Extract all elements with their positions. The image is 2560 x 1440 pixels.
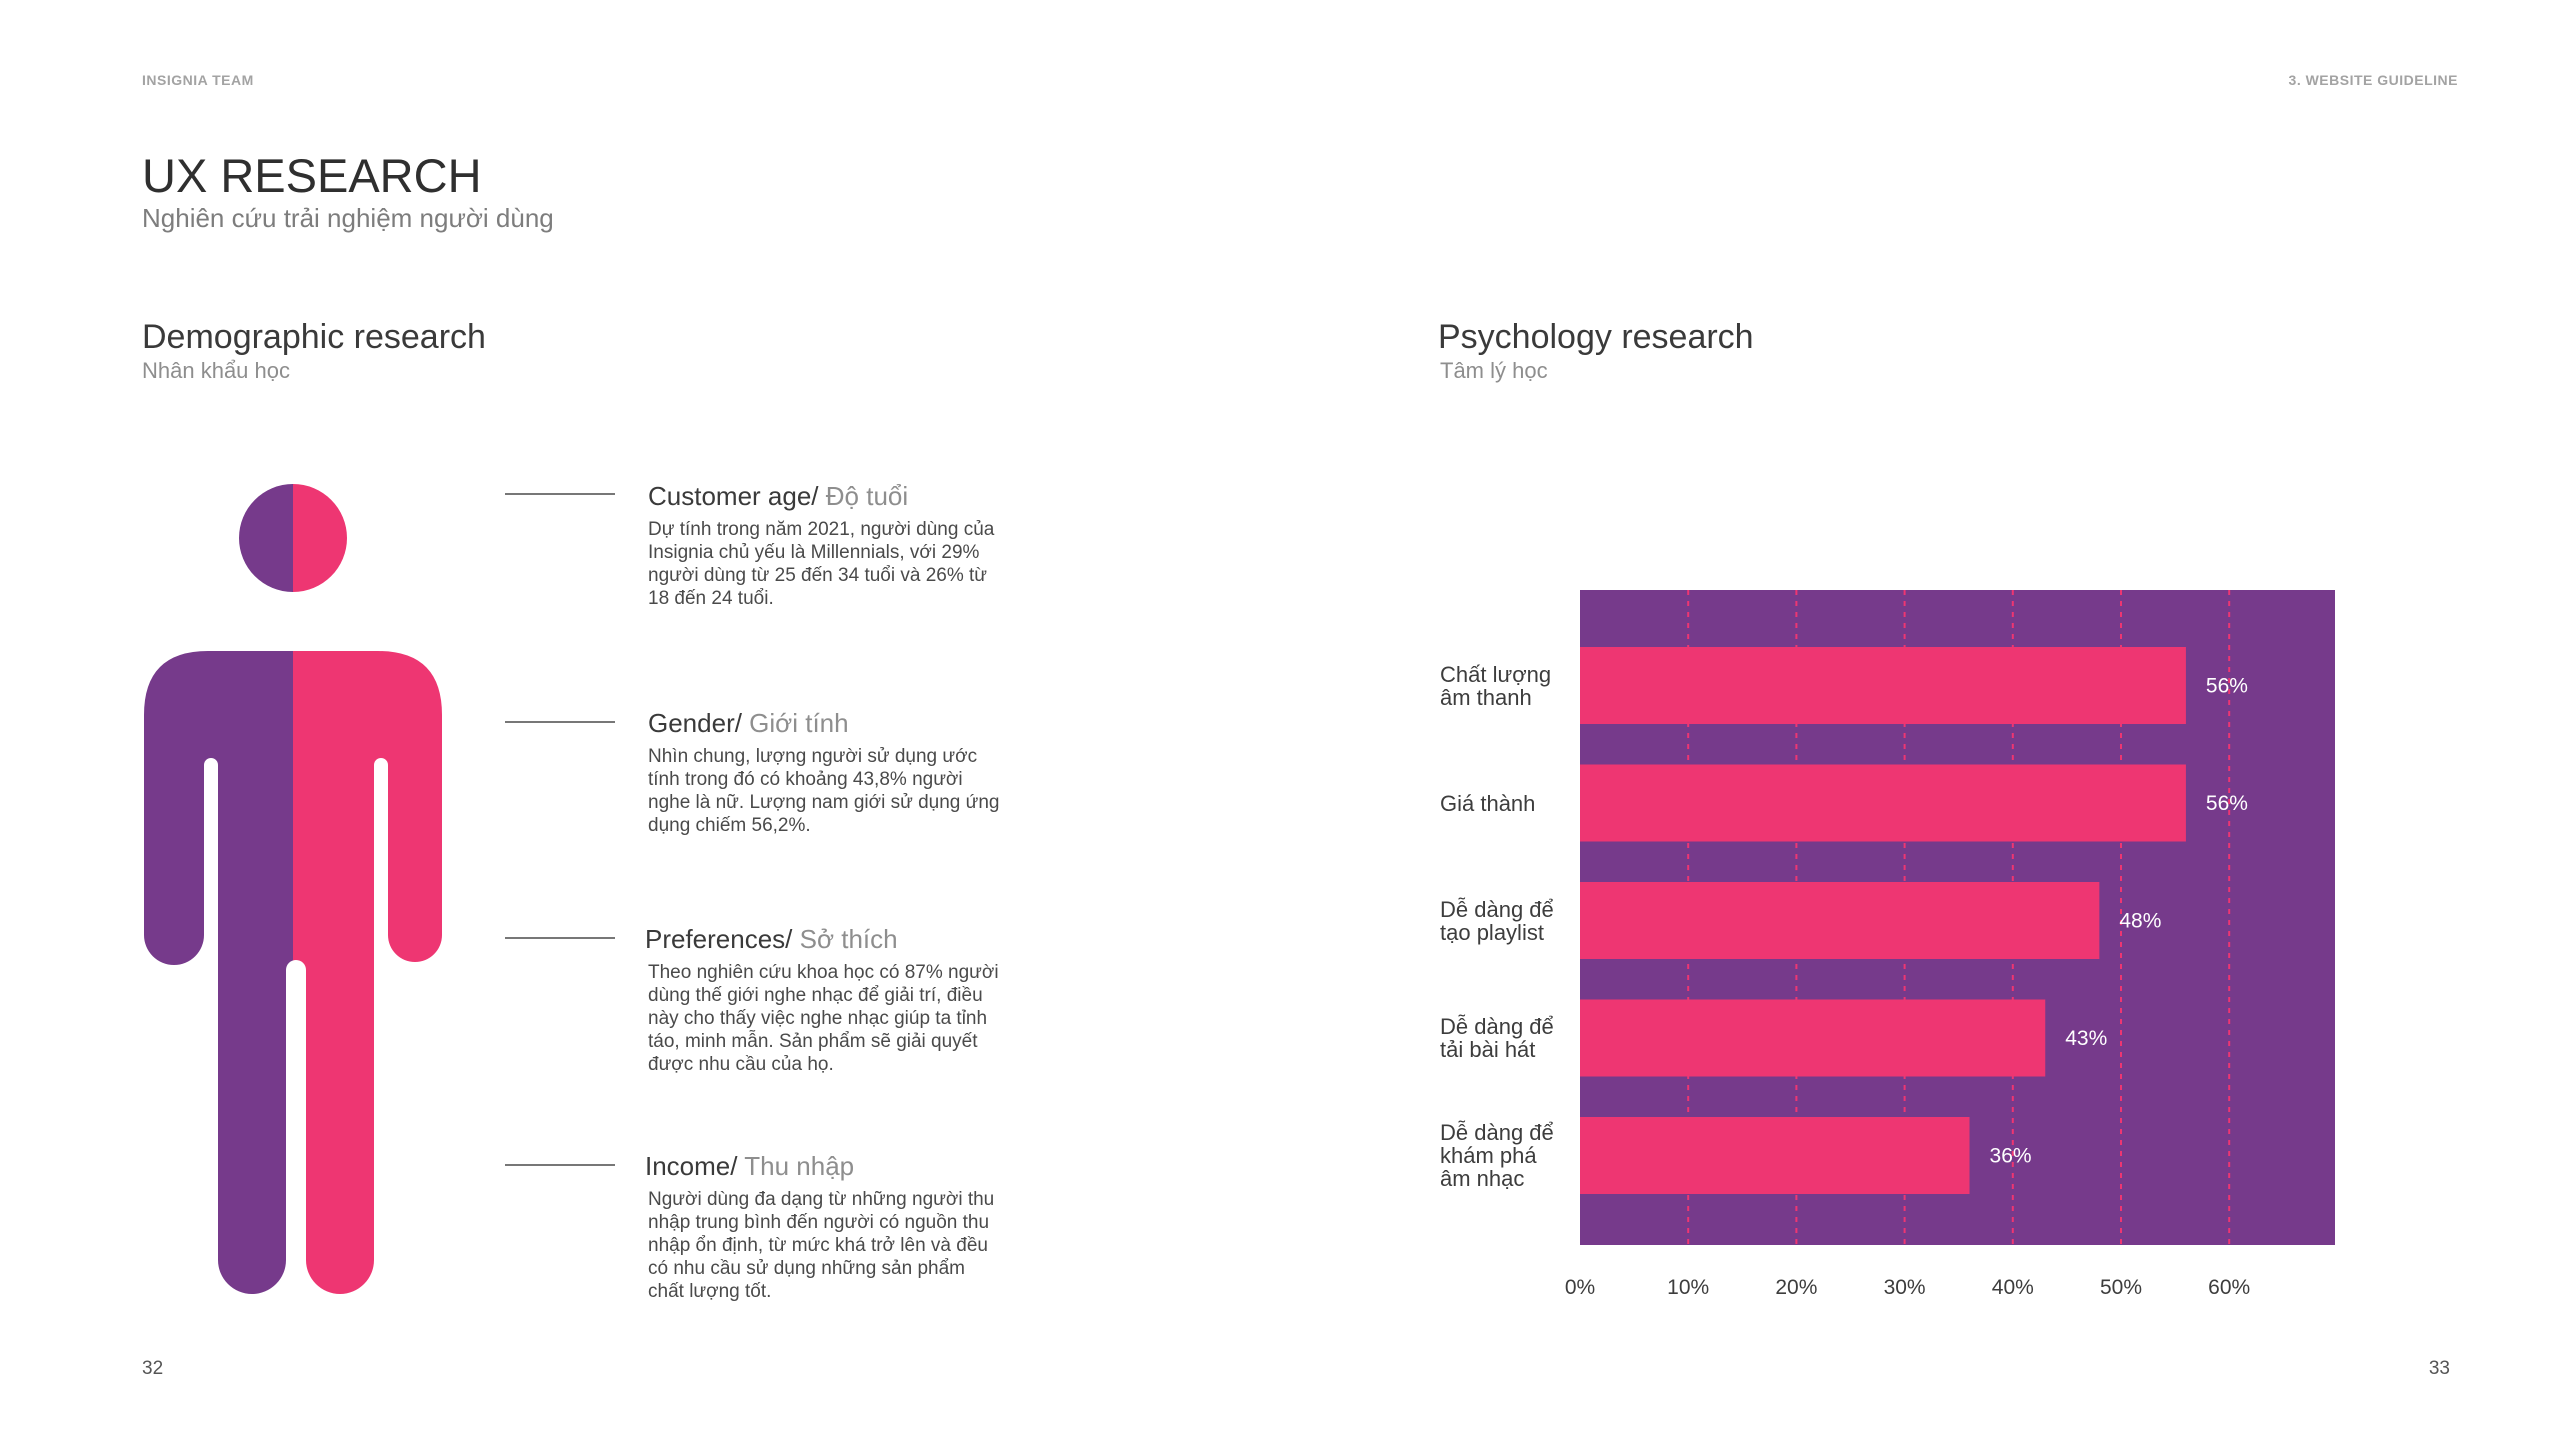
- connector-line: [505, 493, 615, 495]
- connector-line: [505, 937, 615, 939]
- x-tick-label: 20%: [1775, 1276, 1818, 1299]
- bar-value-label: 56%: [2206, 675, 2248, 698]
- item-body-age: Dự tính trong năm 2021, người dùng của I…: [648, 519, 995, 609]
- connector-line: [505, 721, 615, 723]
- category-label: Giá thành: [1440, 790, 1536, 816]
- figure-female-half: [293, 484, 442, 1294]
- category-label: Chất lượng âm thanh: [1440, 661, 1552, 710]
- bar: [1580, 1117, 1970, 1194]
- x-tick-label: 50%: [2099, 1276, 2143, 1299]
- bar-value-label: 36%: [1990, 1145, 2032, 1168]
- category-label: Dễ dàng để tạo playlist: [1440, 896, 1554, 945]
- bar: [1580, 647, 2186, 724]
- bar: [1580, 764, 2186, 842]
- bar-value-label: 56%: [2206, 792, 2248, 815]
- gender-figure: [144, 484, 442, 1294]
- x-tick-label: 60%: [2208, 1276, 2251, 1299]
- category-label: Dễ dàng để tải bài hát: [1440, 1014, 1554, 1062]
- item-body-gender: Nhìn chung, lượng người sử dụng ước tính…: [648, 746, 1000, 836]
- figure-male-half: [144, 484, 293, 1294]
- page-number-left: 32: [142, 1358, 164, 1379]
- psychology-title: Psychology research: [1438, 318, 1754, 356]
- bar-value-label: 43%: [2065, 1027, 2107, 1050]
- item-heading-income: Income/ Thu nhập: [645, 1151, 855, 1181]
- page-subtitle: Nghiên cứu trải nghiệm người dùng: [142, 203, 554, 233]
- page-title: UX RESEARCH: [142, 149, 482, 202]
- psychology-subtitle: Tâm lý học: [1440, 358, 1548, 383]
- item-heading-gender: Gender/ Giới tính: [648, 708, 849, 738]
- bar: [1580, 882, 2100, 959]
- page-number-right: 33: [2428, 1358, 2450, 1379]
- item-heading-age: Customer age/ Độ tuổi: [648, 481, 909, 511]
- x-tick-label: 40%: [1991, 1276, 2034, 1299]
- demographic-title: Demographic research: [142, 318, 486, 356]
- x-tick-label: 10%: [1667, 1276, 1710, 1299]
- item-body-income: Người dùng đa dạng từ những người thu nh…: [648, 1189, 995, 1302]
- header-section: 3. WEBSITE GUIDELINE: [2288, 72, 2458, 88]
- demographic-subtitle: Nhân khẩu học: [142, 358, 290, 383]
- item-body-preferences: Theo nghiên cứu khoa học có 87% người dù…: [648, 962, 999, 1075]
- category-label: Dễ dàng để khám phá âm nhạc: [1440, 1120, 1554, 1191]
- bar-value-label: 48%: [2119, 910, 2161, 933]
- item-heading-preferences: Preferences/ Sở thích: [645, 924, 898, 954]
- bar: [1580, 999, 2046, 1077]
- x-tick-label: 30%: [1883, 1276, 1926, 1299]
- header-team: INSIGNIA TEAM: [142, 72, 254, 88]
- x-tick-label: 0%: [1564, 1276, 1596, 1299]
- connector-line: [505, 1164, 615, 1166]
- psychology-bar-chart: 56% 56% 48% 43% 36%: [1580, 590, 2335, 1245]
